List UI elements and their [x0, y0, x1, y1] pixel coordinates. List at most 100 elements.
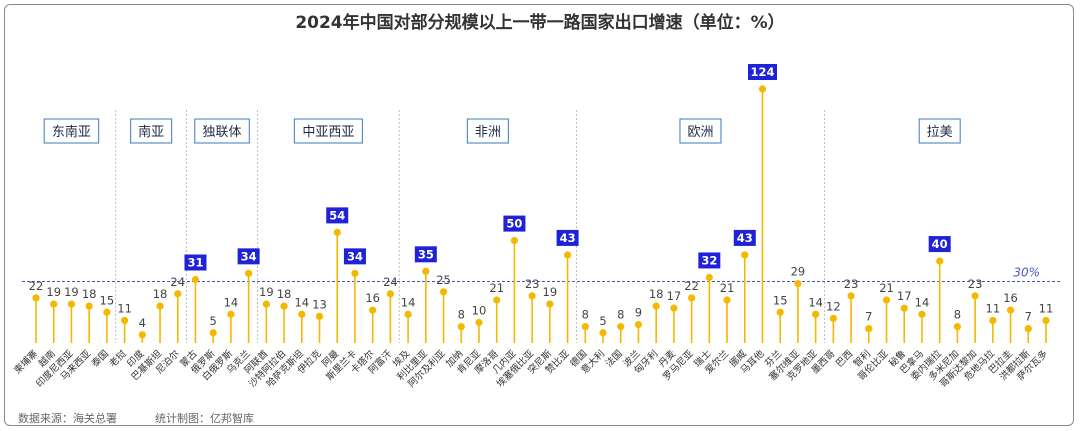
- region-box: [43, 118, 100, 144]
- data-label: 8: [458, 308, 465, 322]
- data-label: 21: [720, 281, 735, 295]
- data-label-box: [733, 229, 756, 246]
- data-label: 23: [968, 277, 983, 291]
- data-label: 32: [701, 253, 717, 267]
- region-label: 非洲: [475, 125, 501, 140]
- lollipop-dot: [298, 310, 306, 318]
- data-label: 31: [187, 256, 203, 270]
- data-label: 29: [791, 265, 806, 279]
- data-label: 18: [153, 287, 168, 301]
- data-label: 8: [954, 308, 961, 322]
- lollipop-dot: [422, 267, 430, 275]
- data-label: 7: [1025, 310, 1032, 324]
- lollipop-dot: [794, 279, 802, 288]
- lollipop-dot: [245, 269, 253, 277]
- region-label: 欧洲: [687, 125, 713, 140]
- lollipop-dot: [688, 294, 696, 302]
- data-label: 23: [844, 277, 859, 291]
- data-label-box: [326, 207, 349, 224]
- data-label: 18: [82, 287, 97, 301]
- data-label: 10: [472, 304, 487, 318]
- data-label: 15: [100, 293, 115, 307]
- data-label: 34: [347, 249, 363, 263]
- lollipop-dot: [1042, 316, 1050, 325]
- data-label: 8: [617, 308, 624, 322]
- lollipop-dot: [50, 300, 58, 308]
- lollipop-dot: [369, 306, 377, 314]
- data-label: 4: [139, 316, 146, 330]
- lollipop-dot: [741, 251, 749, 259]
- category-label: 巴西: [834, 348, 855, 369]
- lollipop-dot: [138, 331, 146, 339]
- data-label: 14: [224, 295, 239, 309]
- data-label-box: [343, 248, 366, 265]
- lollipop-dot: [599, 329, 607, 337]
- lollipop-dot: [776, 308, 784, 316]
- data-label: 24: [170, 275, 185, 289]
- data-label: 14: [808, 295, 823, 309]
- category-labels: 柬埔寨越南印度尼西亚马来西亚泰国老挝印度巴基斯坦尼泊尔蒙古俄罗斯白俄罗斯乌克兰阿…: [11, 347, 1050, 389]
- lollipop-dot: [315, 312, 324, 320]
- lollipop-dot: [971, 292, 979, 300]
- lollipop-dot: [67, 300, 76, 308]
- category-label: 老挝: [107, 347, 129, 369]
- lollipop-dot: [670, 304, 678, 312]
- data-label: 17: [897, 289, 912, 303]
- data-label: 54: [329, 208, 345, 222]
- category-label: 泰国: [89, 348, 111, 370]
- data-label: 22: [29, 279, 44, 293]
- lollipop-dot: [581, 323, 589, 331]
- region-label: 独联体: [203, 125, 242, 140]
- data-label: 13: [312, 297, 327, 311]
- data-label: 14: [294, 295, 309, 309]
- data-label-box: [414, 246, 437, 263]
- lollipop-dot: [457, 323, 465, 331]
- region-box: [679, 118, 722, 144]
- lollipop-dot: [280, 302, 288, 310]
- lollipop-dot: [1006, 306, 1015, 314]
- data-label: 43: [560, 231, 576, 245]
- data-label: 14: [401, 295, 416, 309]
- chart-title: 2024年中国对部分规模以上一带一路国家出口增速（单位：%）: [295, 12, 784, 33]
- lollipop-dot: [103, 308, 111, 316]
- lollipop-dot: [1024, 325, 1032, 333]
- data-label: 18: [649, 287, 664, 301]
- data-label: 5: [210, 314, 217, 328]
- data-label: 34: [241, 249, 257, 263]
- lollipop-dot: [989, 316, 997, 325]
- lollipop-dot: [918, 310, 926, 318]
- lollipop-dot: [439, 288, 448, 296]
- data-label: 25: [436, 273, 451, 287]
- lollipop-dot: [174, 290, 182, 298]
- category-label: 法国: [603, 348, 625, 370]
- data-label: 40: [932, 237, 948, 251]
- data-label: 24: [383, 275, 398, 289]
- data-label: 19: [543, 285, 558, 299]
- lollipop-dot: [865, 325, 873, 333]
- lollipop-dot: [563, 251, 572, 259]
- lollipop-dot: [652, 302, 660, 310]
- compiler-note: 统计制图：亿邦智库: [155, 411, 254, 425]
- region-separators: [115, 110, 825, 343]
- lollipop-dot: [351, 269, 359, 277]
- data-label: 19: [64, 285, 79, 299]
- lollipop-dot: [812, 310, 820, 318]
- data-label-box: [928, 236, 951, 253]
- lollipop-dot: [510, 236, 519, 245]
- lollipop-dot: [156, 302, 164, 310]
- lollipop-dot: [758, 85, 767, 93]
- source-note: 数据来源：海关总署: [18, 411, 117, 425]
- region-box: [194, 118, 250, 144]
- lollipop-dot: [475, 318, 483, 327]
- data-label: 14: [915, 295, 930, 309]
- data-label: 19: [259, 285, 274, 299]
- data-label: 16: [365, 291, 380, 305]
- data-label-box: [503, 215, 526, 232]
- data-label: 16: [1003, 291, 1018, 305]
- threshold-label: 30%: [1013, 266, 1040, 280]
- lollipop-dot: [333, 228, 341, 236]
- lollipop-dot: [617, 323, 625, 331]
- lollipop-dot: [85, 302, 93, 310]
- region-box: [293, 118, 363, 144]
